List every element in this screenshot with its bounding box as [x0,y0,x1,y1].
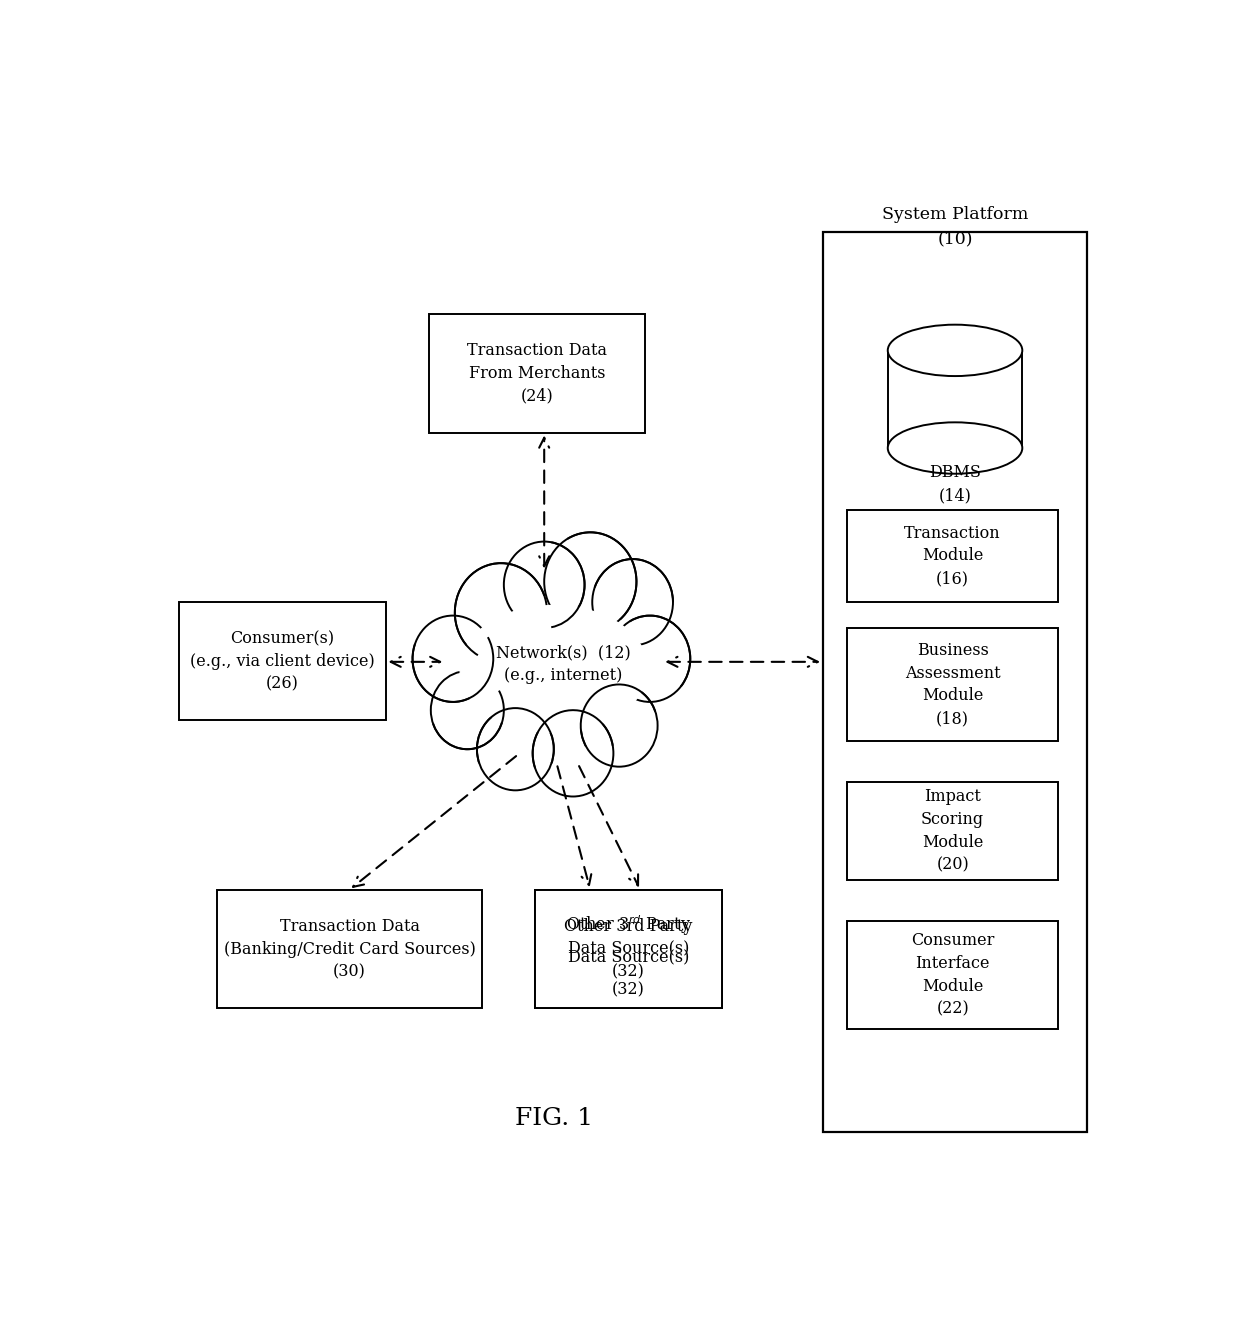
Bar [847,627,1058,741]
Text: (32): (32) [611,981,645,999]
Bar [534,890,722,1008]
Text: Transaction Data
(Banking/Credit Card Sources)
(30): Transaction Data (Banking/Credit Card So… [223,917,476,980]
Text: FIG. 1: FIG. 1 [515,1107,593,1129]
Text: Transaction
Module
(16): Transaction Module (16) [904,525,1001,587]
Circle shape [610,615,691,702]
Circle shape [413,615,494,702]
Text: Impact
Scoring
Module
(20): Impact Scoring Module (20) [921,788,985,873]
Ellipse shape [888,324,1022,376]
Text: Data Source(s): Data Source(s) [568,949,689,967]
Bar [888,350,1022,449]
Circle shape [593,559,673,645]
Text: Consumer(s)
(e.g., via client device)
(26): Consumer(s) (e.g., via client device) (2… [190,630,374,693]
Circle shape [544,533,636,631]
Text: DBMS
(14): DBMS (14) [929,465,981,503]
Circle shape [477,708,554,790]
Ellipse shape [888,422,1022,474]
Circle shape [430,672,503,749]
Bar [847,510,1058,602]
Text: System Platform
(10): System Platform (10) [882,207,1028,247]
Bar [823,232,1087,1132]
Bar [847,921,1058,1029]
Bar [429,314,645,433]
Bar [534,890,722,1008]
Circle shape [503,542,584,627]
Bar [217,890,481,1008]
Bar [847,782,1058,880]
Ellipse shape [441,586,666,752]
Text: Other 3rd Party
Data Source(s)
(32): Other 3rd Party Data Source(s) (32) [564,917,692,980]
Circle shape [455,563,547,662]
Bar [179,602,386,721]
Text: Other 3$^{rd}$ Party: Other 3$^{rd}$ Party [565,913,691,936]
Ellipse shape [460,606,647,733]
Text: Transaction Data
From Merchants
(24): Transaction Data From Merchants (24) [467,342,608,405]
Circle shape [580,685,657,766]
Text: Consumer
Interface
Module
(22): Consumer Interface Module (22) [911,932,994,1017]
Circle shape [533,710,614,797]
Text: Network(s)  (12)
(e.g., internet): Network(s) (12) (e.g., internet) [496,643,631,684]
Text: Business
Assessment
Module
(18): Business Assessment Module (18) [905,642,1001,728]
